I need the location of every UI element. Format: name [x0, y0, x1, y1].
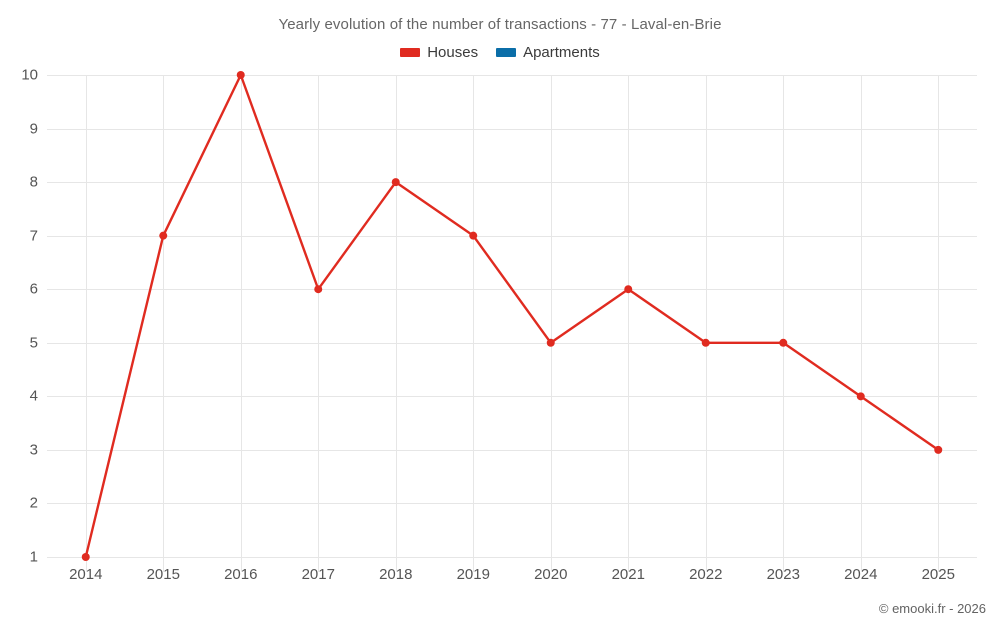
gridline-horizontal — [47, 449, 977, 451]
x-axis-tick-label: 2021 — [611, 566, 645, 583]
x-axis-tick-label: 2022 — [689, 566, 723, 583]
gridline-horizontal — [47, 182, 977, 184]
legend-item-houses[interactable]: Houses — [400, 45, 478, 60]
gridline-horizontal — [47, 557, 977, 558]
legend-swatch-houses — [400, 48, 421, 57]
gridline-horizontal — [47, 396, 977, 398]
x-axis-tick-label: 2014 — [69, 566, 103, 583]
gridline-vertical — [473, 75, 475, 572]
gridline-horizontal — [47, 342, 977, 344]
legend-item-apartments[interactable]: Apartments — [496, 45, 600, 60]
gridline-vertical — [318, 75, 320, 572]
y-axis-tick-label: 3 — [29, 441, 38, 459]
x-axis-tick-label: 2016 — [224, 566, 258, 583]
y-axis-tick-label: 6 — [29, 280, 38, 298]
gridline-horizontal — [47, 128, 977, 130]
x-axis-tick-label: 2020 — [534, 566, 568, 583]
y-axis-tick-label: 7 — [29, 227, 38, 245]
gridline-horizontal — [47, 75, 977, 76]
gridline-vertical — [395, 75, 397, 572]
legend-label-houses: Houses — [427, 44, 479, 61]
y-axis-tick-label: 9 — [29, 120, 38, 138]
x-axis-tick-label: 2019 — [456, 566, 490, 583]
gridline-vertical — [938, 75, 940, 572]
y-axis-tick-label: 4 — [29, 387, 38, 405]
y-axis-tick-label: 5 — [29, 334, 38, 352]
y-axis-tick-label: 1 — [29, 548, 38, 566]
gridline-vertical — [550, 75, 552, 572]
y-axis-tick-label: 2 — [29, 494, 38, 512]
x-axis-tick-label: 2025 — [921, 566, 955, 583]
gridline-vertical — [783, 75, 785, 572]
x-axis-tick-label: 2015 — [146, 566, 180, 583]
gridline-vertical — [705, 75, 707, 572]
legend-label-apartments: Apartments — [523, 44, 600, 61]
y-axis-tick-label: 8 — [29, 173, 38, 191]
x-axis-tick-label: 2024 — [844, 566, 878, 583]
chart-legend: Houses Apartments — [0, 45, 1000, 60]
plot-area — [47, 75, 977, 572]
gridline-horizontal — [47, 235, 977, 237]
chart-title: Yearly evolution of the number of transa… — [278, 16, 722, 33]
gridline-vertical — [240, 75, 242, 572]
gridline-vertical — [85, 75, 87, 572]
x-axis-tick-label: 2017 — [301, 566, 335, 583]
gridline-horizontal — [47, 289, 977, 291]
gridline-vertical — [860, 75, 862, 572]
gridline-horizontal — [47, 503, 977, 505]
y-axis-tick-label: 10 — [21, 66, 38, 84]
gridline-vertical — [163, 75, 165, 572]
footer-credit: © emooki.fr - 2026 — [878, 601, 986, 616]
gridline-vertical — [628, 75, 630, 572]
x-axis-tick-label: 2018 — [379, 566, 413, 583]
x-axis-tick-label: 2023 — [766, 566, 800, 583]
legend-swatch-apartments — [496, 48, 517, 57]
